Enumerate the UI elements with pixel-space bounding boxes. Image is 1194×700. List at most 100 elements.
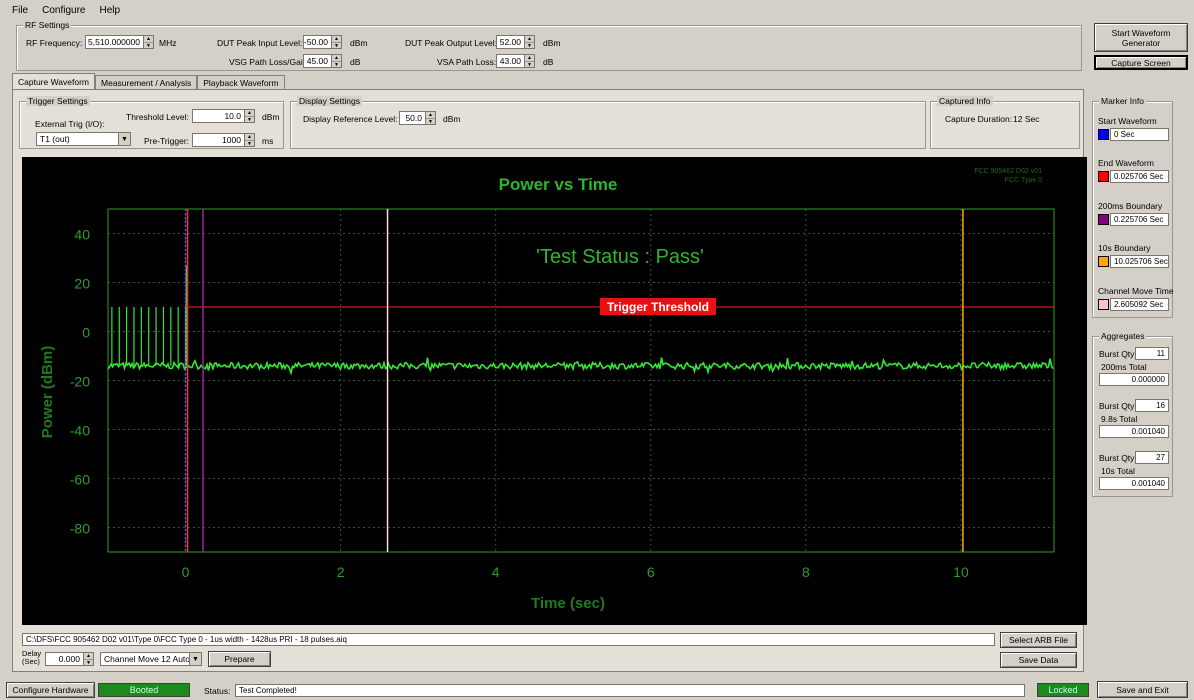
total-value: 0.001040 <box>1099 477 1169 490</box>
capture-screen-button[interactable]: Capture Screen <box>1094 55 1188 70</box>
rf-frequency-input[interactable]: 5,510.000000 ▲ ▼ <box>85 35 154 49</box>
marker-label: 10s Boundary <box>1098 243 1151 253</box>
threshold-input[interactable]: 10.0 ▲ ▼ <box>192 109 255 123</box>
menu-file[interactable]: File <box>12 4 29 16</box>
total-label: 200ms Total <box>1101 362 1147 372</box>
dut-input-unit: dBm <box>350 38 368 48</box>
total-label: 10s Total <box>1101 466 1135 476</box>
marker-info-group: Marker Info Start Waveform 0 Sec End Wavef… <box>1092 96 1174 318</box>
x-tick-label: 10 <box>953 564 969 580</box>
tab-strip: Capture Waveform Measurement / Analysis … <box>12 73 285 89</box>
vsg-path-unit: dB <box>350 57 361 67</box>
chevron-down-icon[interactable]: ▼ <box>118 133 130 145</box>
marker-color-swatch[interactable] <box>1098 171 1109 182</box>
channel-move-select[interactable]: Channel Move 12 Auto ▼ <box>100 652 202 666</box>
menu-configure[interactable]: Configure <box>42 4 86 16</box>
x-tick-label: 6 <box>647 564 655 580</box>
burst-qty-label: Burst Qty: <box>1099 349 1137 359</box>
y-tick-label: -40 <box>70 423 90 439</box>
marker-value: 0.225706 Sec <box>1110 213 1169 226</box>
marker-value: 0 Sec <box>1110 128 1169 141</box>
external-trig-label: External Trig (I/O): <box>35 119 105 129</box>
display-ref-input[interactable]: 50.0 ▲ ▼ <box>399 111 436 125</box>
marker-value: 0.025706 Sec <box>1110 170 1169 183</box>
marker-label: End Waveform <box>1098 158 1154 168</box>
burst-qty-label: Burst Qty: <box>1099 401 1137 411</box>
chevron-down-icon[interactable]: ▼ <box>189 653 201 665</box>
marker-color-swatch[interactable] <box>1098 129 1109 140</box>
spin-arrows-icon[interactable]: ▲ ▼ <box>244 133 255 147</box>
spin-arrows-icon[interactable]: ▲ ▼ <box>425 111 436 125</box>
tab-capture-waveform[interactable]: Capture Waveform <box>12 73 96 89</box>
marker-value: 10.025706 Sec <box>1110 255 1169 268</box>
dut-output-unit: dBm <box>543 38 561 48</box>
corner-note-line-1: FCC 905462 D02 v01 <box>974 168 1042 175</box>
spin-arrows-icon[interactable]: ▲ ▼ <box>143 35 154 49</box>
x-ticks: 0 2 4 6 8 10 <box>182 564 969 580</box>
y-tick-label: 0 <box>82 325 90 341</box>
y-axis-label: Power (dBm) <box>39 346 56 439</box>
marker-color-swatch[interactable] <box>1098 256 1109 267</box>
spin-arrows-icon[interactable]: ▲ ▼ <box>524 54 535 68</box>
status-field: Test Completed! <box>235 684 1025 697</box>
marker-color-swatch[interactable] <box>1098 299 1109 310</box>
spin-arrows-icon[interactable]: ▲ ▼ <box>524 35 535 49</box>
display-ref-unit: dBm <box>443 114 461 124</box>
delay-label: Delay (Sec) <box>22 649 42 666</box>
threshold-label-group: Trigger Threshold <box>600 298 716 315</box>
booted-indicator: Booted <box>98 683 190 697</box>
marker-label: Start Waveform <box>1098 116 1157 126</box>
delay-input[interactable]: 0.000 ▲ ▼ <box>45 652 94 666</box>
locked-indicator: Locked <box>1037 683 1089 697</box>
configure-hardware-button[interactable]: Configure Hardware <box>6 682 95 698</box>
spin-arrows-icon[interactable]: ▲ ▼ <box>331 35 342 49</box>
captured-info-group: Captured Info Capture Duration: 12 Sec <box>930 96 1080 149</box>
corner-note-line-2: FCC Type 0 <box>1005 177 1042 184</box>
external-trig-select[interactable]: T1 (out) ▼ <box>36 132 131 146</box>
y-tick-label: -60 <box>70 472 90 488</box>
vsg-path-field[interactable]: 45.00 ▲ ▼ <box>303 54 342 68</box>
plot-frame <box>107 208 1055 553</box>
dut-input-label: DUT Peak Input Level: <box>217 38 303 48</box>
spin-arrows-icon[interactable]: ▲ ▼ <box>83 652 94 666</box>
marker-info-title: Marker Info <box>1099 96 1146 106</box>
power-trace <box>107 265 1054 376</box>
x-tick-label: 8 <box>802 564 810 580</box>
total-value: 0.001040 <box>1099 425 1169 438</box>
y-tick-label: -20 <box>70 374 90 390</box>
burst-qty-value: 11 <box>1135 347 1169 360</box>
rf-frequency-unit: MHz <box>159 38 177 48</box>
display-settings-group: Display Settings Display Reference Level… <box>290 96 926 149</box>
chart-markers <box>184 209 964 552</box>
total-value: 0.000000 <box>1099 373 1169 386</box>
spin-arrows-icon[interactable]: ▲ ▼ <box>244 109 255 123</box>
y-tick-label: 20 <box>74 276 90 292</box>
pretrigger-input[interactable]: 1000 ▲ ▼ <box>192 133 255 147</box>
marker-color-swatch[interactable] <box>1098 214 1109 225</box>
total-label: 9.8s Total <box>1101 414 1138 424</box>
tab-playback-waveform[interactable]: Playback Waveform <box>197 75 285 89</box>
pretrigger-unit: ms <box>262 136 274 146</box>
spin-arrows-icon[interactable]: ▲ ▼ <box>331 54 342 68</box>
save-data-button[interactable]: Save Data <box>1000 652 1077 668</box>
vsg-path-label: VSG Path Loss/Gain: <box>229 57 310 67</box>
rf-settings-title: RF Settings <box>23 20 72 30</box>
save-and-exit-button[interactable]: Save and Exit <box>1097 681 1188 698</box>
start-waveform-button[interactable]: Start Waveform Generator <box>1094 23 1188 52</box>
display-settings-title: Display Settings <box>297 96 362 106</box>
select-arb-file-button[interactable]: Select ARB File <box>1000 632 1077 648</box>
x-tick-label: 2 <box>337 564 345 580</box>
prepare-button[interactable]: Prepare <box>208 651 271 667</box>
dut-output-field[interactable]: 52.00 ▲ ▼ <box>496 35 535 49</box>
test-status-text: 'Test Status : Pass' <box>536 246 704 268</box>
marker-label: Channel Move Time <box>1098 286 1174 296</box>
vsa-path-field[interactable]: 43.00 ▲ ▼ <box>496 54 535 68</box>
trigger-settings-group: Trigger Settings External Trig (I/O): T1… <box>19 96 284 149</box>
menu-help[interactable]: Help <box>99 4 121 16</box>
threshold-label: Threshold Level: <box>126 112 189 122</box>
tab-measurement-analysis[interactable]: Measurement / Analysis <box>95 75 198 89</box>
dut-input-field[interactable]: -50.00 ▲ ▼ <box>303 35 342 49</box>
x-tick-label: 4 <box>492 564 500 580</box>
status-label: Status: <box>204 686 231 696</box>
burst-qty-value: 27 <box>1135 451 1169 464</box>
